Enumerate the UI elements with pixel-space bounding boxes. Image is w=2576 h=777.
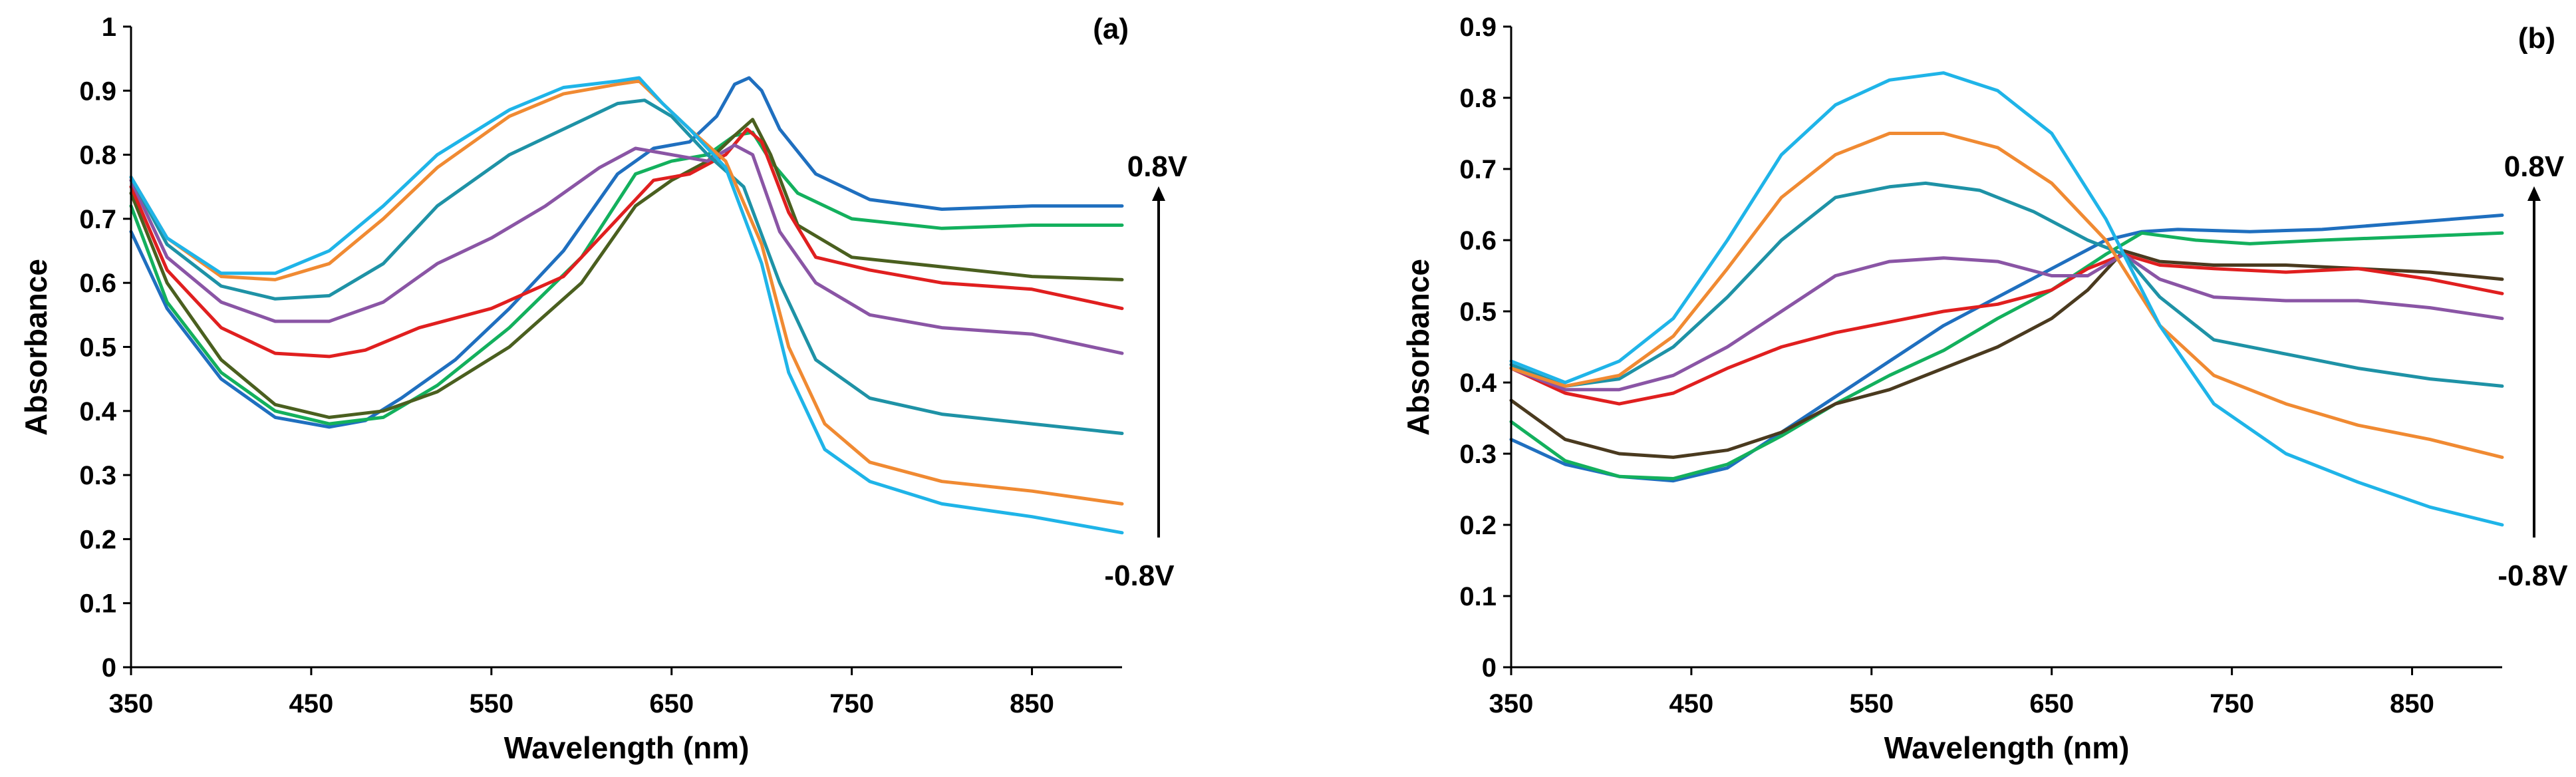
panel-b-y-tick-label: 0.7 [1459,155,1497,184]
panel-b-y-axis-title: Absorbance [1401,259,1435,436]
panel-a-x-tick-label: 450 [289,689,334,718]
panel-b-series-s3 [1509,249,2504,459]
panel-a-y-tick-label: 0.5 [79,333,116,363]
panel-a-series-s5 [129,143,1124,355]
panel-a-series-s7 [129,79,1124,506]
panel-a-y-tick-label: 0.7 [79,205,116,234]
panel-b-series-s4 [1509,252,2504,406]
panel-a-x-tick-label: 550 [469,689,513,718]
panel-b-x-ticks: 350 450 550 650 750 850 [1489,667,2434,718]
panel-a-y-tick-label: 0.8 [79,141,116,170]
panel-a-series-s3 [129,118,1124,419]
panel-a-series-s4 [129,127,1124,359]
panel-a-y-tick-label: 0.4 [79,397,116,426]
panel-a-series-s8 [129,76,1124,535]
panel-b-series-s1 [1509,214,2504,483]
panel-b-bottom-voltage-label: -0.8V [2498,559,2568,592]
panel-a-x-tick-label: 850 [1010,689,1054,718]
panel-b-y-tick-label: 0.1 [1459,582,1497,611]
panel-b-y-tick-label: 0.2 [1459,511,1497,540]
panel-b-y-tick-label: 0.4 [1459,369,1497,398]
panel-a-top-voltage-label: 0.8V [1127,150,1188,183]
panel-a-x-tick-label: 750 [829,689,874,718]
panel-a-bottom-voltage-label: -0.8V [1104,559,1175,592]
panel-a-x-axis-title: Wavelength (nm) [504,730,750,765]
panel-a: 0 0.1 0.2 0.3 0.4 0.5 0.6 0.7 0.8 0.9 1 350 450 550 6… [19,13,1188,765]
panel-b-series-s8 [1509,71,2504,527]
panel-a-series-s2 [129,130,1124,426]
panel-b-series-s6 [1509,181,2504,388]
panel-a-x-ticks: 350 450 550 650 750 850 [109,667,1054,718]
panel-b-y-tick-label: 0.5 [1459,297,1497,327]
panel-a-y-tick-label: 0.3 [79,461,116,490]
panel-b-x-tick-label: 650 [2029,689,2074,718]
panel-a-series-s6 [129,98,1124,435]
panel-a-voltage-arrow-head [1152,186,1165,201]
panel-a-series-s1 [129,76,1124,429]
panel-b-series-s2 [1509,231,2504,480]
panel-b-voltage-arrow-head [2527,186,2541,201]
panel-a-y-tick-label: 1 [102,13,116,42]
panel-b-series-group [1509,71,2504,527]
panel-a-y-tick-label: 0.1 [79,589,116,619]
panel-a-y-tick-label: 0.9 [79,77,116,106]
panel-b: 0 0.1 0.2 0.3 0.4 0.5 0.6 0.7 0.8 0.9 350 450 550 65… [1401,13,2568,765]
panel-a-y-axis-title: Absorbance [19,259,53,436]
panel-b-top-voltage-label: 0.8V [2504,150,2565,183]
panel-b-x-tick-label: 350 [1489,689,1534,718]
panel-b-x-tick-label: 750 [2210,689,2254,718]
panel-b-x-axis-title: Wavelength (nm) [1884,730,2130,765]
panel-b-y-ticks: 0 0.1 0.2 0.3 0.4 0.5 0.6 0.7 0.8 0.9 [1459,13,1511,683]
panel-b-x-tick-label: 550 [1849,689,1894,718]
panel-b-y-tick-label: 0.3 [1459,440,1497,469]
panel-b-x-tick-label: 450 [1669,689,1714,718]
panel-a-y-tick-label: 0.2 [79,525,116,554]
panel-a-label: (a) [1093,13,1129,45]
panel-b-y-tick-label: 0.6 [1459,226,1497,255]
panel-a-series-group [129,76,1124,535]
panel-a-x-tick-label: 650 [649,689,694,718]
panel-b-series-s5 [1509,252,2504,392]
panel-b-y-tick-label: 0 [1482,653,1497,683]
panel-a-y-ticks: 0 0.1 0.2 0.3 0.4 0.5 0.6 0.7 0.8 0.9 1 [79,13,131,683]
panel-b-y-tick-label: 0.9 [1459,13,1497,42]
panel-b-series-s7 [1509,132,2504,459]
panel-a-y-tick-label: 0 [102,653,116,683]
panel-b-label: (b) [2518,22,2555,55]
panel-b-y-tick-label: 0.8 [1459,84,1497,113]
panel-b-x-tick-label: 850 [2390,689,2434,718]
panel-a-y-tick-label: 0.6 [79,269,116,298]
panel-a-x-tick-label: 350 [109,689,154,718]
